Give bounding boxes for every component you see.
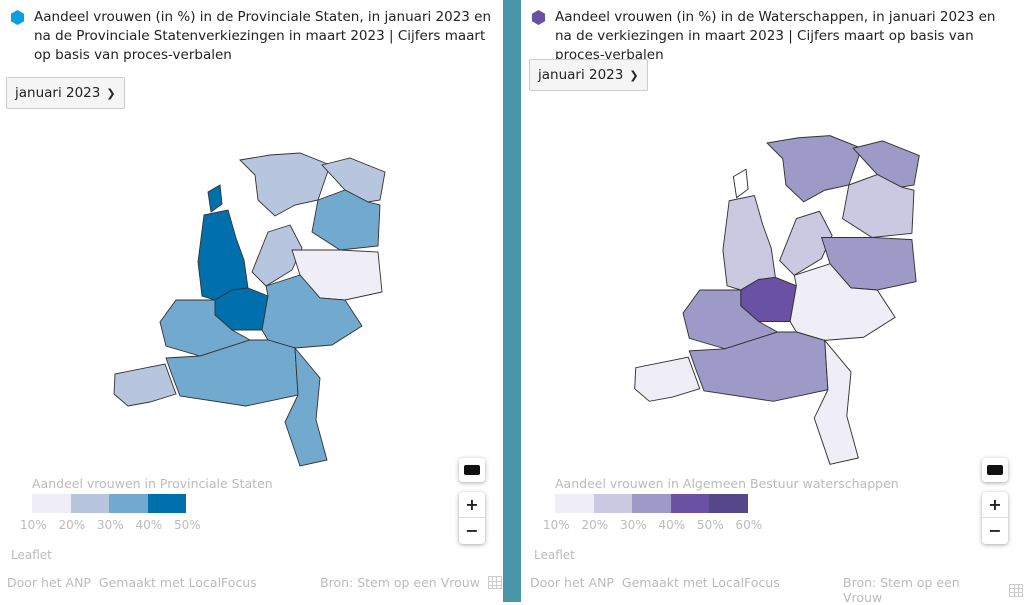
legend-tick: 20% (58, 518, 86, 532)
leaflet-attribution[interactable]: Leaflet (11, 548, 52, 562)
source: Bron: Stem op een Vrouw (320, 575, 502, 590)
panel-divider (503, 0, 521, 602)
map-region-li[interactable] (813, 338, 859, 465)
legend-swatch (632, 494, 671, 513)
map-title: Aandeel vrouwen (in %) in de Provinciale… (10, 8, 495, 65)
keyboard-shortcuts-button[interactable] (459, 458, 485, 482)
map-region-ge[interactable] (789, 263, 896, 341)
map-region-texel[interactable] (207, 184, 223, 213)
period-select[interactable]: januari 2023 ❯ (6, 77, 125, 109)
legend-tick: 10% (20, 518, 47, 532)
map-region-ge[interactable] (261, 274, 363, 349)
leaflet-attribution[interactable]: Leaflet (534, 548, 575, 562)
select-value: januari 2023 (538, 67, 624, 83)
legend-tick: 20% (581, 518, 609, 532)
footer-credits: Door het ANP Gemaakt met LocalFocus (530, 575, 780, 590)
map-region-fr[interactable] (766, 135, 863, 203)
legend-color-bar (555, 494, 748, 513)
map-region-ze[interactable] (113, 363, 177, 407)
zoom-in-button[interactable]: + (982, 492, 1008, 518)
legend-swatch (709, 494, 748, 513)
map-title: Aandeel vrouwen (in %) in de Waterschapp… (531, 8, 1016, 65)
period-select[interactable]: januari 2023 ❯ (529, 59, 648, 91)
legend-title: Aandeel vrouwen in Provinciale Staten (32, 476, 273, 491)
map-region-dr[interactable] (842, 173, 915, 238)
table-view-icon[interactable] (1009, 583, 1023, 597)
waterschappen-map (634, 135, 920, 465)
legend-ticks: 10% 20% 30% 40% 50% (20, 518, 213, 532)
table-view-icon[interactable] (487, 576, 502, 589)
legend-tick: 10% (543, 518, 570, 532)
legend-swatch (70, 494, 109, 513)
legend-tick: 50% (697, 518, 724, 532)
keyboard-icon (987, 465, 1003, 475)
legend-swatch (32, 494, 71, 513)
map-region-ze[interactable] (634, 356, 701, 402)
legend-tick: 40% (658, 518, 686, 532)
map-region-fl[interactable] (779, 210, 833, 276)
chevron-down-icon: ❯ (106, 87, 116, 100)
provinciale-staten-panel: Aandeel vrouwen (in %) in de Provinciale… (0, 0, 502, 602)
credit-localfocus[interactable]: Gemaakt met LocalFocus (98, 575, 257, 590)
zoom-out-button[interactable]: − (988, 521, 1002, 540)
legend-tick: 30% (97, 518, 124, 532)
legend-swatch (147, 494, 186, 513)
legend-title: Aandeel vrouwen in Algemeen Bestuur wate… (555, 476, 899, 491)
select-value: januari 2023 (15, 85, 101, 101)
map-region-texel[interactable] (732, 168, 749, 199)
map-region-fr[interactable] (239, 152, 331, 217)
zoom-control: + − (459, 492, 485, 544)
source-text: Bron: Stem op een Vrouw (843, 575, 960, 605)
chevron-down-icon: ❯ (629, 69, 639, 82)
map-region-fl[interactable] (251, 224, 303, 287)
map-region-li[interactable] (284, 346, 328, 467)
legend-tick: 30% (620, 518, 647, 532)
legend-ticks: 10% 20% 30% 40% 50% 60% (543, 518, 774, 532)
legend-swatch (593, 494, 632, 513)
credit-by: Door het ANP (7, 575, 91, 590)
map-region-dr[interactable] (311, 189, 381, 251)
footer-credits: Door het ANP Gemaakt met LocalFocus (7, 575, 257, 590)
legend-color-bar (32, 494, 186, 513)
hexagon-icon (10, 10, 25, 25)
keyboard-shortcuts-button[interactable] (982, 458, 1008, 482)
credit-localfocus[interactable]: Gemaakt met LocalFocus (621, 575, 780, 590)
legend-tick: 50% (174, 518, 201, 532)
legend-swatch (555, 494, 594, 513)
provinces-map (113, 152, 386, 467)
source-text: Bron: Stem op een Vrouw (320, 575, 480, 590)
legend-tick: 60% (735, 518, 763, 532)
map-title-text: Aandeel vrouwen (in %) in de Provinciale… (34, 9, 492, 63)
waterschappen-panel: Aandeel vrouwen (in %) in de Waterschapp… (521, 0, 1023, 605)
source: Bron: Stem op een Vrouw (843, 575, 1023, 605)
legend-swatch (109, 494, 148, 513)
map-title-text: Aandeel vrouwen (in %) in de Waterschapp… (555, 9, 996, 63)
zoom-in-button[interactable]: + (459, 492, 485, 518)
zoom-out-button[interactable]: − (465, 521, 479, 540)
keyboard-icon (464, 465, 480, 475)
hexagon-icon (531, 10, 546, 25)
legend-tick: 40% (135, 518, 163, 532)
zoom-control: + − (982, 492, 1008, 544)
credit-by: Door het ANP (530, 575, 614, 590)
legend-swatch (670, 494, 709, 513)
